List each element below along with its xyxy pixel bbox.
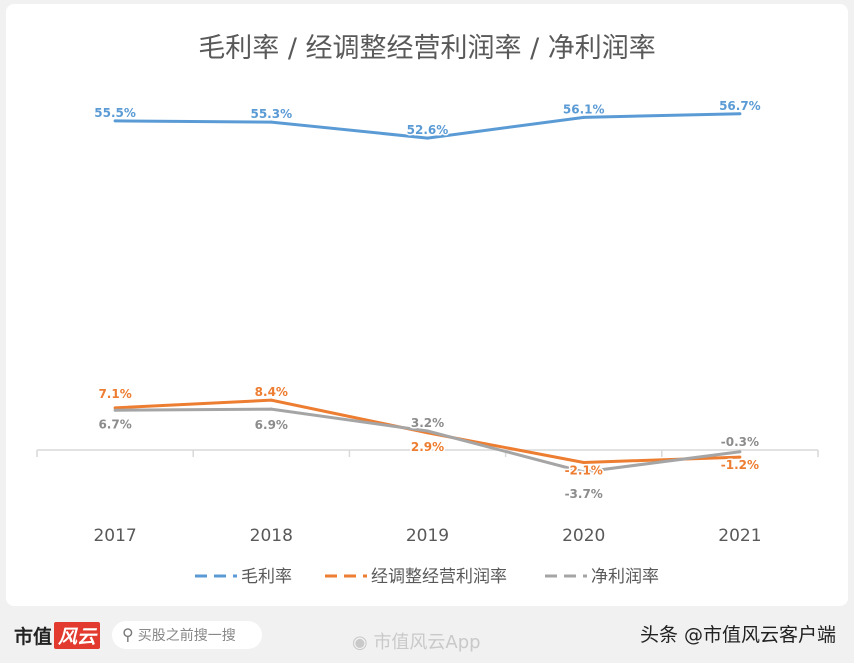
legend-label: 毛利率 — [241, 567, 292, 587]
chart-title: 毛利率 / 经调整经营利润率 / 净利润率 — [198, 33, 656, 64]
data-point — [738, 112, 742, 116]
data-label: -3.7% — [565, 487, 603, 501]
x-tick-label: 2021 — [718, 526, 761, 546]
data-label: 55.3% — [250, 107, 292, 121]
toutiao-credit: 头条 @市值风云客户端 — [639, 624, 836, 646]
brand-text: 市值 — [14, 626, 53, 648]
data-point — [269, 398, 273, 402]
legend-label: 经调整经营利润率 — [371, 567, 507, 587]
x-tick-label: 2018 — [250, 526, 293, 546]
line-chart: 毛利率 / 经调整经营利润率 / 净利润率 2017 2018 2019 2020 20… — [36, 33, 819, 587]
search-icon: ⚲ — [122, 625, 134, 644]
search-placeholder: 买股之前搜一搜 — [137, 628, 236, 644]
data-point — [269, 120, 273, 124]
data-point — [738, 455, 742, 459]
data-point — [426, 136, 429, 140]
data-label: 6.7% — [98, 417, 131, 431]
x-tick-label: 2019 — [406, 526, 449, 546]
search-box[interactable]: ⚲ 买股之前搜一搜 — [112, 621, 262, 649]
brand-logo: 市值 风云 — [14, 622, 101, 649]
chart-card — [6, 4, 848, 606]
brand-logo-mark: 风云 — [54, 622, 101, 649]
data-label: -1.2% — [721, 458, 759, 472]
data-point — [113, 408, 117, 412]
data-point — [426, 429, 429, 433]
data-point — [582, 470, 586, 474]
data-label: 2.9% — [411, 440, 444, 454]
data-point — [269, 407, 273, 411]
data-point — [738, 450, 742, 454]
data-label: 8.4% — [255, 385, 288, 399]
data-point — [113, 119, 117, 123]
weibo-text: 市值风云App — [373, 632, 481, 653]
data-label: 3.2% — [411, 416, 444, 430]
data-point — [582, 115, 586, 119]
weibo-watermark: ◉ 市值风云App — [352, 628, 481, 654]
data-label: 6.9% — [255, 418, 288, 432]
data-point — [582, 460, 586, 464]
data-label: 55.5% — [94, 106, 136, 120]
data-label: -2.1% — [565, 463, 603, 477]
data-label: 7.1% — [98, 387, 131, 401]
x-tick-label: 2017 — [93, 526, 136, 546]
x-tick-label: 2020 — [562, 526, 605, 546]
legend-label: 净利润率 — [591, 567, 659, 587]
data-point — [113, 406, 117, 410]
data-label: -0.3% — [721, 435, 759, 449]
data-label: 56.7% — [719, 99, 761, 113]
data-label: 52.6% — [407, 123, 449, 137]
data-label: 56.1% — [563, 102, 605, 116]
weibo-icon: ◉ — [352, 632, 374, 653]
